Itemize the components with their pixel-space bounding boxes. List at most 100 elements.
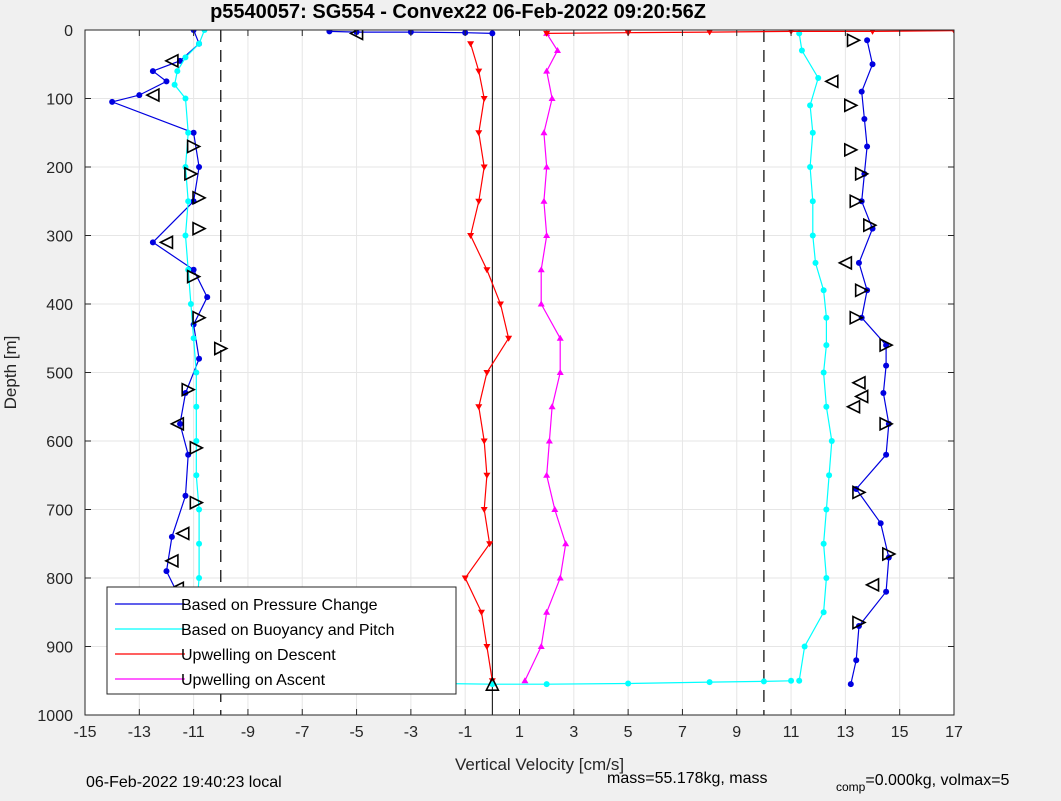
mass-label: mass=55.178kg, mass — [607, 770, 768, 788]
point-bottom_turn — [625, 680, 632, 687]
point-surface_transit — [326, 30, 333, 35]
comp-subscript: comp — [836, 780, 866, 794]
y-axis-label: Depth [m] — [1, 336, 20, 410]
point-upwelling_descent — [477, 609, 485, 616]
legend-label-1: Based on Buoyancy and Pitch — [181, 622, 394, 639]
point-upwelling_descent — [483, 370, 491, 376]
local-time-label: 06-Feb-2022 19:40:23 local — [86, 774, 282, 791]
point-pressure_ascent — [864, 37, 871, 44]
point-buoyancy_descent — [190, 335, 197, 342]
point-pressure_descent — [190, 266, 197, 273]
marker-triangle-right — [189, 495, 205, 510]
point-surface_transit — [489, 30, 496, 37]
marker-triangle-left — [851, 375, 866, 391]
point-pressure_descent — [168, 533, 175, 540]
point-pressure_ascent — [864, 143, 871, 150]
point-buoyancy_descent — [174, 68, 181, 75]
point-buoyancy_descent — [196, 40, 203, 47]
point-upwelling_descent — [483, 472, 491, 479]
marker-triangle-right — [192, 310, 207, 325]
point-pressure_ascent — [877, 520, 884, 527]
point-upwelling_ascent — [556, 334, 564, 341]
point-buoyancy_descent — [201, 30, 208, 33]
marker-triangle-right — [844, 142, 859, 158]
point-surface_descent_red — [543, 30, 551, 37]
point-buoyancy_ascent — [798, 47, 805, 54]
point-pressure_ascent — [847, 681, 854, 688]
point-bottom_turn — [706, 679, 713, 686]
marker-triangle-right — [852, 615, 867, 630]
point-surface_descent_red — [706, 30, 713, 36]
point-buoyancy_ascent — [809, 129, 816, 136]
point-pressure_descent — [204, 294, 211, 301]
point-buoyancy_ascent — [796, 677, 803, 684]
marker-triangle-left — [864, 577, 880, 593]
point-upwelling_ascent — [521, 677, 529, 684]
marker-triangle-left — [169, 416, 185, 432]
y-tick-label: 1000 — [37, 708, 73, 725]
y-tick-label: 500 — [46, 366, 73, 383]
point-buoyancy_ascent — [820, 287, 827, 294]
x-tick-label: 1 — [515, 724, 524, 741]
point-pressure_ascent — [861, 116, 868, 123]
y-tick-label: 400 — [46, 297, 73, 314]
point-buoyancy_ascent — [826, 472, 833, 479]
point-upwelling_descent — [461, 575, 469, 582]
point-buoyancy_ascent — [823, 342, 830, 349]
point-pressure_ascent — [880, 390, 887, 397]
y-tick-label: 700 — [46, 503, 73, 520]
marker-triangle-right — [863, 217, 878, 233]
point-buoyancy_descent — [193, 438, 200, 444]
point-pressure_descent — [182, 492, 189, 499]
series-line-buoyancy_ascent — [798, 33, 833, 681]
point-pressure_descent — [177, 420, 184, 427]
marker-triangle-left — [837, 255, 853, 271]
point-pressure_descent — [136, 92, 143, 99]
point-upwelling_ascent — [551, 506, 559, 512]
marker-triangle-up — [485, 676, 500, 691]
point-upwelling_ascent — [562, 540, 570, 547]
comp-label: comp=0.000kg, volmax=5 — [836, 772, 1009, 794]
point-pressure_ascent — [869, 61, 876, 68]
legend-label-0: Based on Pressure Change — [181, 597, 378, 614]
chart-title: p5540057: SG554 - Convex22 06-Feb-2022 0… — [210, 1, 706, 23]
x-tick-label: -15 — [73, 724, 96, 741]
point-upwelling_descent — [467, 41, 475, 48]
point-surface_descent_red — [951, 30, 954, 35]
marker-triangle-right — [879, 416, 894, 432]
point-upwelling_descent — [483, 644, 491, 650]
point-upwelling_descent — [480, 164, 488, 171]
point-buoyancy_ascent — [807, 102, 814, 109]
point-buoyancy_ascent — [809, 198, 816, 205]
marker-triangle-right — [213, 341, 229, 356]
marker-triangle-left — [164, 53, 179, 69]
marker-triangle-right — [189, 440, 205, 456]
point-upwelling_ascent — [556, 369, 564, 375]
x-tick-label: -3 — [404, 724, 418, 741]
marker-triangle-right — [846, 32, 862, 48]
marker-triangle-left — [158, 235, 174, 250]
marker-triangle-left — [845, 399, 861, 415]
point-bottom_turn — [788, 677, 795, 684]
series-line-surface_descent_red — [546, 30, 954, 34]
x-tick-label: -7 — [295, 724, 309, 741]
point-buoyancy_ascent — [812, 259, 819, 266]
legend-label-3: Upwelling on Ascent — [181, 672, 326, 689]
point-upwelling_descent — [483, 267, 491, 274]
point-buoyancy_descent — [182, 95, 189, 102]
point-upwelling_ascent — [543, 608, 551, 615]
point-upwelling_descent — [467, 233, 475, 239]
point-pressure_ascent — [853, 657, 860, 664]
x-tick-label: -13 — [128, 724, 151, 741]
point-buoyancy_ascent — [823, 314, 830, 321]
point-upwelling_descent — [475, 198, 483, 205]
y-tick-label: 0 — [64, 23, 73, 40]
legend-box — [106, 586, 457, 695]
point-upwelling_ascent — [548, 95, 556, 101]
point-upwelling_ascent — [548, 403, 556, 410]
point-pressure_ascent — [883, 451, 890, 458]
point-buoyancy_descent — [196, 540, 203, 547]
point-upwelling_ascent — [543, 67, 551, 74]
point-pressure_descent — [149, 239, 156, 246]
point-bottom_turn — [543, 681, 550, 688]
